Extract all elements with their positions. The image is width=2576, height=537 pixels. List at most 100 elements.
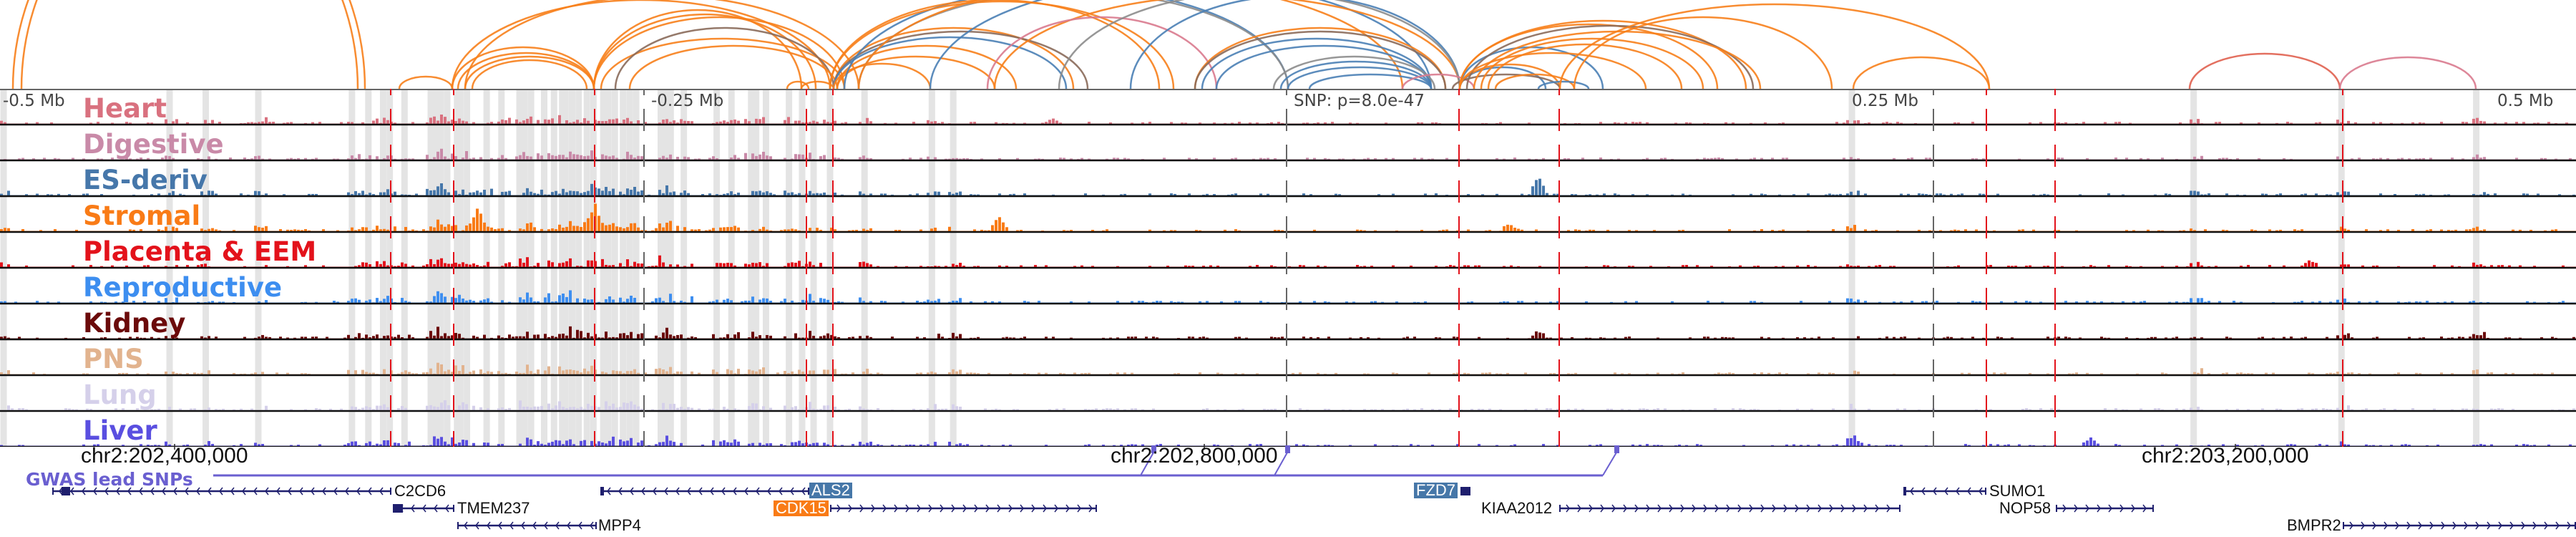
signal-bar bbox=[959, 262, 962, 267]
signal-bar bbox=[1503, 266, 1506, 267]
signal-bar bbox=[458, 263, 461, 267]
gene-model-sumo1[interactable] bbox=[1903, 487, 1986, 495]
signal-bar bbox=[751, 403, 754, 410]
signal-bar bbox=[597, 216, 600, 231]
signal-bar bbox=[2472, 193, 2475, 195]
gene-model-kiaa2012[interactable] bbox=[1559, 504, 1901, 513]
gene-model-fzd7[interactable] bbox=[1460, 487, 1470, 495]
signal-bar bbox=[2286, 122, 2289, 124]
signal-bar bbox=[1624, 337, 1627, 339]
signal-bar bbox=[2426, 301, 2429, 303]
signal-bar bbox=[562, 227, 565, 231]
signal-bar bbox=[526, 188, 529, 195]
signal-bar bbox=[1989, 444, 1992, 446]
gwas-snp-marker[interactable] bbox=[1614, 445, 1619, 453]
signal-bar bbox=[755, 371, 758, 374]
signal-bar bbox=[605, 225, 608, 231]
signal-bar bbox=[959, 443, 962, 446]
gwas-snp-marker[interactable] bbox=[1151, 445, 1156, 453]
signal-bar bbox=[2093, 301, 2096, 303]
gene-model-tmem237[interactable] bbox=[393, 504, 454, 513]
signal-bar bbox=[665, 185, 668, 195]
signal-bar bbox=[762, 445, 765, 446]
gene-label-c2cd6[interactable]: C2CD6 bbox=[394, 482, 447, 500]
signal-bar bbox=[4, 336, 6, 339]
signal-bar bbox=[837, 158, 840, 160]
signal-bar bbox=[1900, 301, 1903, 303]
gene-model-als2[interactable] bbox=[600, 487, 809, 495]
signal-bar bbox=[1800, 301, 1802, 303]
signal-bar bbox=[469, 158, 472, 160]
signal-bar bbox=[1417, 445, 1420, 446]
signal-bar bbox=[408, 441, 411, 446]
signal-bar bbox=[72, 409, 74, 410]
gene-model-cdk15[interactable] bbox=[830, 504, 1097, 513]
signal-bar bbox=[386, 120, 389, 124]
signal-bar bbox=[2415, 194, 2418, 195]
signal-bar bbox=[533, 193, 536, 195]
signal-bar bbox=[1832, 373, 1835, 374]
signal-bar bbox=[630, 223, 633, 231]
gwas-snp-marker[interactable] bbox=[1285, 445, 1290, 453]
signal-bar bbox=[1413, 301, 1416, 303]
signal-bar bbox=[930, 301, 933, 303]
signal-bar bbox=[2318, 301, 2321, 303]
signal-bar bbox=[64, 408, 67, 410]
signal-bar bbox=[369, 299, 371, 303]
gene-model-mpp4[interactable] bbox=[457, 521, 597, 530]
gene-model-c2cd6[interactable] bbox=[52, 487, 391, 495]
signal-bar bbox=[1792, 194, 1795, 195]
signal-bar bbox=[279, 337, 282, 339]
signal-bar bbox=[1803, 337, 1806, 339]
signal-bar bbox=[873, 445, 876, 446]
gene-model-bmpr2[interactable] bbox=[2343, 521, 2576, 530]
signal-bar bbox=[830, 334, 833, 339]
signal-bar bbox=[1506, 337, 1509, 339]
gene-label-tmem237[interactable]: TMEM237 bbox=[457, 499, 530, 517]
gene-model-nop58[interactable] bbox=[2056, 504, 2154, 513]
signal-bar bbox=[655, 228, 658, 231]
signal-bar bbox=[683, 120, 686, 124]
signal-bar bbox=[927, 299, 930, 303]
signal-bar bbox=[948, 192, 951, 195]
signal-bar bbox=[1771, 229, 1774, 231]
signal-bar bbox=[687, 157, 690, 160]
signal-bar bbox=[576, 120, 579, 124]
signal-bar bbox=[447, 336, 450, 339]
signal-bar bbox=[1238, 122, 1241, 124]
signal-bar bbox=[741, 301, 743, 303]
signal-bar bbox=[2301, 265, 2303, 267]
signal-bar bbox=[2347, 229, 2350, 231]
signal-bar bbox=[2218, 122, 2221, 124]
signal-bar bbox=[1785, 158, 1788, 160]
signal-bar bbox=[2390, 445, 2393, 446]
gene-label-fzd7[interactable]: FZD7 bbox=[1414, 483, 1458, 498]
signal-bar bbox=[1574, 122, 1577, 124]
signal-bar bbox=[2501, 265, 2504, 267]
gene-label-kiaa2012[interactable]: KIAA2012 bbox=[1481, 499, 1553, 517]
signal-bar bbox=[830, 227, 833, 231]
signal-bar bbox=[1073, 372, 1076, 374]
signal-bar bbox=[157, 337, 160, 339]
signal-bar bbox=[2279, 409, 2282, 410]
signal-bar bbox=[2204, 301, 2207, 303]
signal-bar bbox=[504, 337, 507, 339]
signal-bar bbox=[1506, 224, 1509, 231]
gene-label-als2[interactable]: ALS2 bbox=[809, 483, 852, 498]
signal-bar bbox=[2107, 193, 2110, 195]
signal-bar bbox=[2301, 408, 2303, 410]
gene-label-cdk15[interactable]: CDK15 bbox=[774, 500, 829, 516]
signal-bar bbox=[608, 119, 611, 124]
gene-label-mpp4[interactable]: MPP4 bbox=[598, 516, 641, 534]
signal-bar bbox=[1993, 372, 1996, 374]
signal-bar bbox=[1052, 337, 1055, 339]
signal-bar bbox=[970, 301, 972, 303]
signal-bar bbox=[869, 121, 872, 124]
gene-label-nop58[interactable]: NOP58 bbox=[1999, 499, 2051, 517]
signal-bar bbox=[340, 408, 343, 410]
signal-bar bbox=[927, 156, 930, 160]
signal-bar bbox=[1785, 444, 1788, 446]
signal-bar bbox=[2487, 193, 2489, 195]
gene-label-sumo1[interactable]: SUMO1 bbox=[1989, 482, 2046, 500]
gene-label-bmpr2[interactable]: BMPR2 bbox=[2287, 516, 2341, 534]
